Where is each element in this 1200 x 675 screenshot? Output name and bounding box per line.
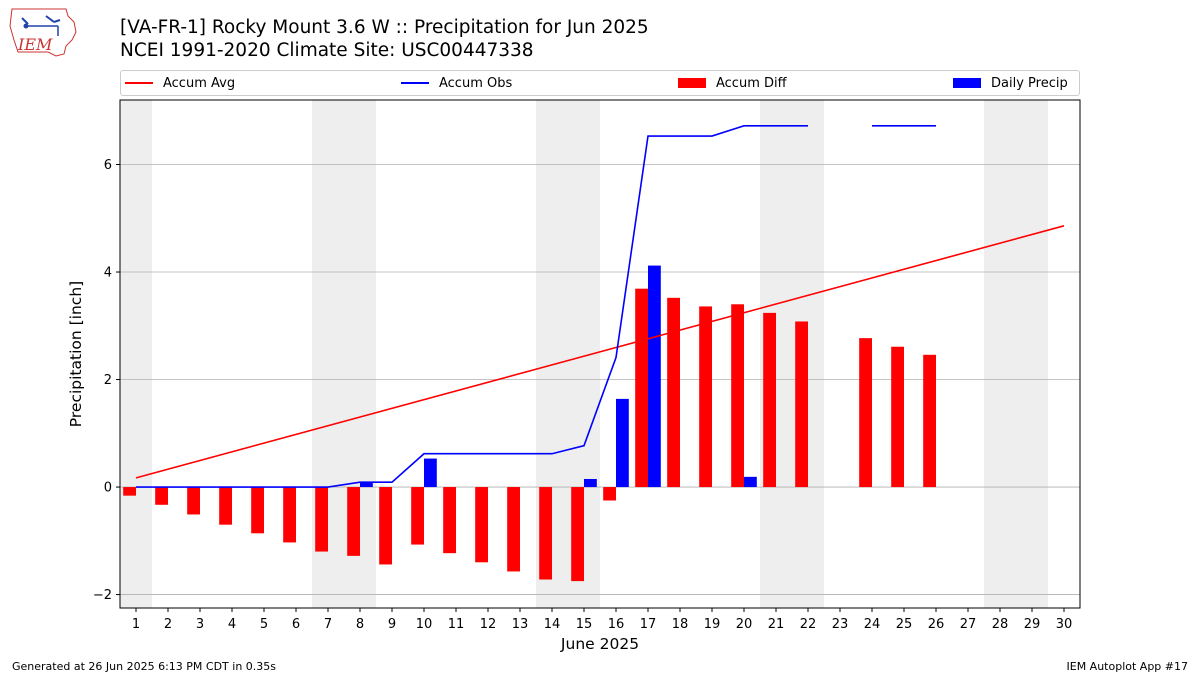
weekend-shade (120, 100, 152, 608)
x-tick-label: 30 (1056, 617, 1073, 632)
x-tick-label: 19 (704, 617, 721, 632)
accum-diff-bar (347, 487, 360, 556)
legend-label-accum-obs: Accum Obs (439, 75, 513, 91)
x-axis-label: June 2025 (560, 635, 639, 653)
legend-item-accum-diff: Accum Diff (678, 71, 787, 95)
legend-swatch-accum-obs (401, 82, 429, 84)
x-tick-label: 5 (260, 617, 268, 632)
x-tick-label: 9 (388, 617, 396, 632)
x-tick-label: 8 (356, 617, 364, 632)
x-tick-label: 2 (164, 617, 172, 632)
x-tick-label: 26 (928, 617, 945, 632)
accum-diff-bar (155, 487, 168, 505)
accum-diff-bar (795, 321, 808, 488)
legend-swatch-accum-avg (125, 82, 153, 84)
x-tick-label: 24 (864, 617, 881, 632)
accum-obs-line (136, 125, 808, 488)
accum-diff-bar (763, 312, 776, 488)
iem-logo: IEM (9, 8, 77, 57)
accum-diff-bar (219, 487, 232, 525)
x-tick-label: 7 (324, 617, 332, 632)
legend-item-accum-obs: Accum Obs (401, 71, 512, 95)
accum-diff-bar (667, 297, 680, 488)
legend-swatch-accum-diff (678, 78, 706, 88)
accum-diff-bar (315, 487, 328, 552)
accum-diff-bar (507, 487, 520, 572)
x-tick-label: 1 (132, 617, 140, 632)
accum-avg-line (135, 225, 1065, 479)
accum-diff-bar (603, 487, 616, 501)
x-tick-label: 14 (544, 617, 561, 632)
daily-precip-bar (616, 398, 629, 488)
accum-diff-bar (539, 487, 552, 580)
y-tick-label: 6 (104, 158, 112, 173)
x-tick-label: 10 (416, 617, 433, 632)
accum-diff-bar (411, 487, 424, 545)
daily-precip-bar (744, 476, 757, 488)
accum-diff-bar (283, 487, 296, 543)
x-tick-label: 12 (480, 617, 497, 632)
accum-diff-bar (123, 487, 136, 496)
y-axis-label: Precipitation [inch] (67, 281, 85, 427)
daily-precip-bar (424, 458, 437, 488)
y-tick-label: 2 (104, 373, 112, 388)
accum-diff-bar (187, 487, 200, 515)
y-tick-label: 0 (104, 481, 112, 496)
legend-item-accum-avg: Accum Avg (125, 71, 235, 95)
chart-title: [VA-FR-1] Rocky Mount 3.6 W :: Precipita… (120, 17, 649, 38)
accum-diff-bar (891, 346, 904, 488)
x-tick-label: 18 (672, 617, 689, 632)
accum-diff-bar (251, 487, 264, 534)
weekend-shade (984, 100, 1048, 608)
x-tick-label: 13 (512, 617, 529, 632)
weekend-shade (760, 100, 824, 608)
x-tick-label: 17 (640, 617, 657, 632)
x-tick-label: 11 (448, 617, 465, 632)
chart-subtitle: NCEI 1991-2020 Climate Site: USC00447338 (120, 40, 534, 61)
logo-text: IEM (17, 35, 53, 54)
legend-label-accum-avg: Accum Avg (163, 75, 236, 91)
x-tick-label: 20 (736, 617, 753, 632)
x-tick-label: 28 (992, 617, 1009, 632)
accum-diff-bar (699, 306, 712, 488)
accum-diff-bar (923, 354, 936, 488)
weekend-shade (312, 100, 376, 608)
accum-diff-bar (379, 487, 392, 565)
x-tick-label: 27 (960, 617, 977, 632)
x-tick-label: 22 (800, 617, 817, 632)
daily-precip-bar (648, 265, 661, 488)
plot-frame (119, 99, 1081, 609)
legend: Accum Avg Accum Obs Accum Diff Daily Pre… (120, 70, 1080, 96)
x-tick-label: 29 (1024, 617, 1041, 632)
accum-diff-bar (475, 487, 488, 563)
x-tick-label: 6 (292, 617, 300, 632)
legend-item-daily-precip: Daily Precip (953, 71, 1068, 95)
footer-generated-text: Generated at 26 Jun 2025 6:13 PM CDT in … (12, 660, 277, 673)
accum-diff-bar (443, 487, 456, 554)
daily-precip-bar (360, 482, 373, 488)
accum-diff-bar (731, 304, 744, 488)
legend-swatch-daily-precip (953, 78, 981, 88)
accum-diff-bar (859, 338, 872, 488)
x-tick-label: 23 (832, 617, 849, 632)
x-tick-label: 25 (896, 617, 913, 632)
y-tick-label: 4 (104, 266, 112, 281)
x-tick-label: 4 (228, 617, 236, 632)
x-tick-label: 21 (768, 617, 785, 632)
x-tick-label: 3 (196, 617, 204, 632)
daily-precip-bar (584, 478, 597, 488)
x-tick-label: 15 (576, 617, 593, 632)
accum-diff-bar (635, 288, 648, 488)
legend-label-accum-diff: Accum Diff (716, 75, 787, 91)
legend-label-daily-precip: Daily Precip (991, 75, 1068, 91)
x-tick-label: 16 (608, 617, 625, 632)
footer-app-text: IEM Autoplot App #17 (1066, 660, 1189, 673)
y-tick-label: −2 (93, 588, 112, 603)
weekend-shade (536, 100, 600, 608)
accum-diff-bar (571, 487, 584, 582)
